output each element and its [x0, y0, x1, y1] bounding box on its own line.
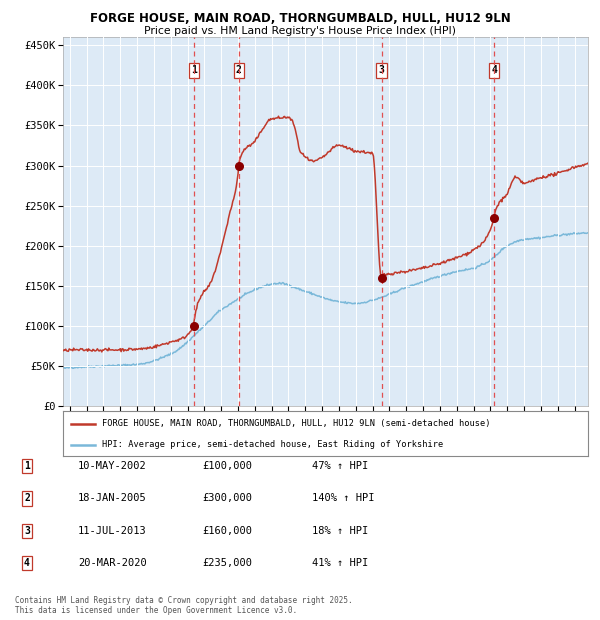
Text: 2: 2 [236, 65, 242, 76]
Text: FORGE HOUSE, MAIN ROAD, THORNGUMBALD, HULL, HU12 9LN (semi-detached house): FORGE HOUSE, MAIN ROAD, THORNGUMBALD, HU… [103, 419, 491, 428]
Text: HPI: Average price, semi-detached house, East Riding of Yorkshire: HPI: Average price, semi-detached house,… [103, 440, 443, 449]
Text: £300,000: £300,000 [202, 494, 252, 503]
Text: £100,000: £100,000 [202, 461, 252, 471]
Text: 18% ↑ HPI: 18% ↑ HPI [312, 526, 368, 536]
Text: 3: 3 [24, 526, 30, 536]
Text: 11-JUL-2013: 11-JUL-2013 [78, 526, 147, 536]
Text: 4: 4 [491, 65, 497, 76]
Text: £160,000: £160,000 [202, 526, 252, 536]
Text: 47% ↑ HPI: 47% ↑ HPI [312, 461, 368, 471]
Text: 2: 2 [24, 494, 30, 503]
Text: 10-MAY-2002: 10-MAY-2002 [78, 461, 147, 471]
Text: 3: 3 [379, 65, 385, 76]
Text: £235,000: £235,000 [202, 558, 252, 568]
Text: 41% ↑ HPI: 41% ↑ HPI [312, 558, 368, 568]
Text: 18-JAN-2005: 18-JAN-2005 [78, 494, 147, 503]
Text: Price paid vs. HM Land Registry's House Price Index (HPI): Price paid vs. HM Land Registry's House … [144, 26, 456, 36]
Text: 1: 1 [24, 461, 30, 471]
Text: 1: 1 [191, 65, 197, 76]
Text: 4: 4 [24, 558, 30, 568]
Text: FORGE HOUSE, MAIN ROAD, THORNGUMBALD, HULL, HU12 9LN: FORGE HOUSE, MAIN ROAD, THORNGUMBALD, HU… [89, 12, 511, 25]
Text: Contains HM Land Registry data © Crown copyright and database right 2025.
This d: Contains HM Land Registry data © Crown c… [15, 596, 353, 615]
Text: 20-MAR-2020: 20-MAR-2020 [78, 558, 147, 568]
Text: 140% ↑ HPI: 140% ↑ HPI [312, 494, 374, 503]
